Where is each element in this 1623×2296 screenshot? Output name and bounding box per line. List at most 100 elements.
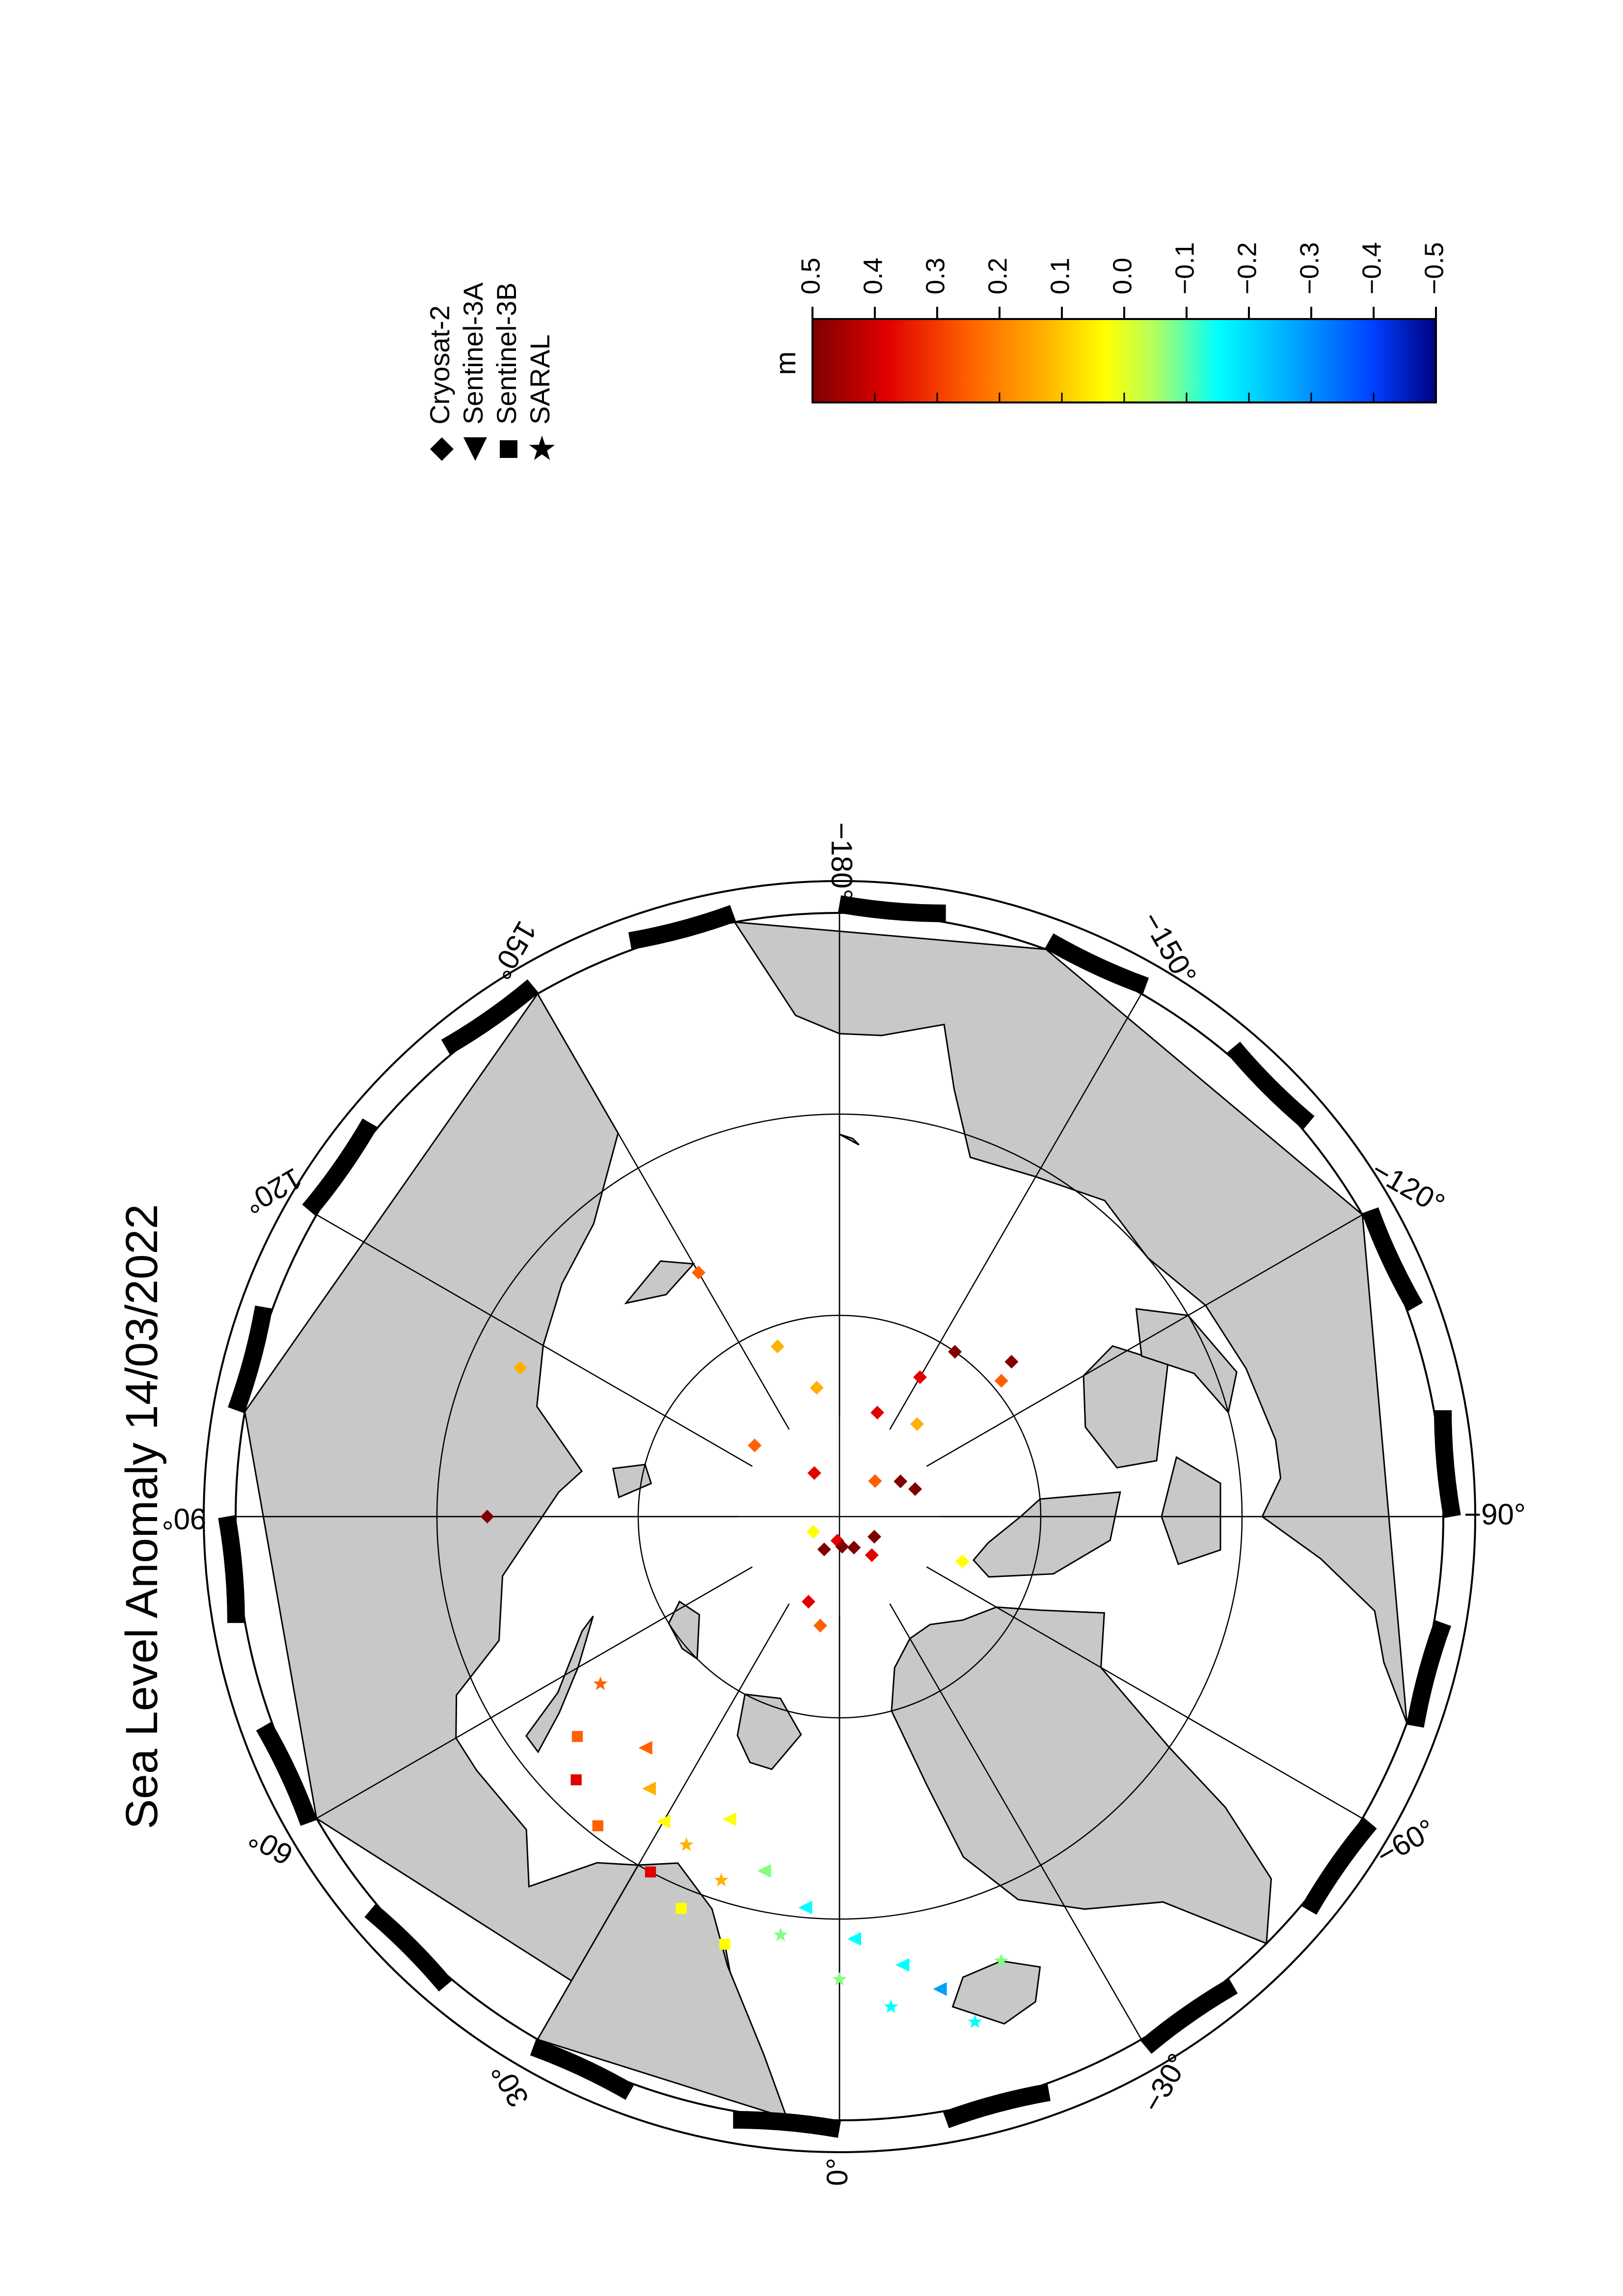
altimetry-points [480, 1265, 1019, 2029]
longitude-label: 0° [821, 2158, 854, 2186]
legend-symbol-diamond [430, 437, 454, 461]
sla-point-triangle [757, 1864, 771, 1878]
graticule [236, 913, 1443, 2120]
frame-segment [1044, 933, 1149, 995]
sla-point-diamond [748, 1439, 762, 1453]
legend-label: SARAL [524, 334, 555, 425]
sla-point-star [994, 1953, 1009, 1967]
sla-point-diamond [513, 1361, 527, 1375]
frame-segment [628, 905, 736, 950]
land-layer [244, 921, 1408, 2119]
sla-point-star [884, 1999, 898, 2013]
sla-point-star [832, 1972, 847, 1986]
legend-symbol-triangle [463, 437, 487, 461]
sla-point-triangle [642, 1782, 656, 1796]
colorbar-tick-label: 0.3 [920, 258, 950, 294]
legend-item: Sentinel-3A [458, 282, 488, 461]
frame-segment [256, 1721, 318, 1826]
frame-segment [218, 1515, 245, 1623]
legend-item: Cryosat-2 [424, 305, 455, 461]
sla-point-square [570, 1774, 582, 1786]
meridian-line [926, 1214, 1363, 1467]
land-polygon [1161, 1456, 1221, 1565]
colorbar-unit: m [770, 351, 802, 375]
sla-point-diamond [870, 1406, 885, 1420]
colorbar-tick-label: −0.2 [1232, 242, 1262, 294]
satellite-legend: Cryosat-2 Sentinel-3A Sentinel-3B SARAL [424, 282, 555, 461]
sla-point-diamond [913, 1370, 927, 1384]
sla-point-diamond [480, 1510, 494, 1523]
frame-segment [228, 1306, 272, 1414]
sla-point-diamond [835, 1540, 849, 1554]
frame-segment [1407, 1620, 1451, 1728]
sla-point-diamond [908, 1482, 922, 1496]
meridian-line [316, 1214, 753, 1467]
land-polygon [736, 1693, 802, 1770]
sla-point-triangle [933, 1982, 947, 1996]
sla-point-square [719, 1939, 730, 1950]
colorbar-tick-label: 0.5 [796, 258, 825, 294]
meridian-line [889, 1603, 1142, 2040]
sla-point-diamond [770, 1339, 784, 1354]
sla-point-star [773, 1927, 788, 1942]
sla-point-triangle [656, 1815, 671, 1829]
sla-point-triangle [722, 1812, 736, 1826]
longitude-label: 90° [162, 1502, 207, 1535]
longitude-label: −180° [825, 822, 858, 900]
frame-segment [1434, 1410, 1461, 1519]
legend-item: SARAL [524, 334, 555, 460]
sla-point-diamond [910, 1417, 924, 1431]
sla-point-square [676, 1903, 687, 1914]
land-polygon [525, 1615, 594, 1754]
land-polygon [839, 1133, 860, 1146]
colorbar-gradient [812, 318, 1437, 403]
sla-point-diamond [994, 1374, 1008, 1388]
frame-ticks [218, 895, 1461, 2138]
colorbar-tick-label: 0.2 [983, 258, 1012, 294]
sla-point-diamond [867, 1530, 882, 1544]
sla-point-diamond [955, 1554, 970, 1569]
sla-point-diamond [817, 1542, 831, 1556]
sla-point-triangle [895, 1958, 910, 1972]
frame-segment [364, 1903, 453, 1992]
frame-segment [1301, 1817, 1377, 1915]
colorbar-tick-label: 0.0 [1108, 258, 1137, 294]
colorbar-ticks: 0.5 0.4 0.3 0.2 0.1 0.0 −0.1 −0.2 −0.3 −0.4 −0.5 [796, 242, 1449, 402]
sla-point-diamond [1004, 1355, 1019, 1369]
polar-map: 90°60°30°0°−30°−60°−90°−120°−150°−180°15… [162, 822, 1526, 2186]
frame-segment [530, 2038, 635, 2100]
frame-segment [838, 895, 946, 922]
sla-point-square [571, 1731, 583, 1742]
land-polygon [973, 1491, 1121, 1578]
meridian-line [316, 1566, 753, 1819]
sla-point-triangle [638, 1741, 652, 1755]
sla-point-diamond [806, 1524, 820, 1539]
frame-segment [1226, 1041, 1315, 1130]
sla-point-square [645, 1866, 656, 1878]
sla-point-triangle [847, 1932, 862, 1946]
longitude-label: −90° [1464, 1498, 1526, 1531]
sla-point-diamond [865, 1548, 879, 1562]
colorbar-tick-label: −0.3 [1295, 242, 1324, 294]
legend-label: Cryosat-2 [424, 305, 455, 425]
frame-segment [441, 979, 539, 1055]
legend-symbol-star [529, 435, 555, 460]
frame-segment [302, 1118, 378, 1216]
meridian-line [537, 993, 790, 1430]
colorbar-tick-label: 0.1 [1045, 258, 1075, 294]
sla-point-diamond [868, 1474, 882, 1488]
colorbar: m 0.5 0.4 0.3 0.2 0.1 0.0 −0.1 −0.2 −0.3 −0.4 −0.5 [770, 242, 1449, 403]
sla-point-diamond [801, 1595, 815, 1609]
frame-segment [733, 2111, 841, 2138]
sla-point-diamond [813, 1619, 827, 1633]
legend-item: Sentinel-3B [491, 282, 522, 458]
sla-point-star [968, 2014, 982, 2029]
sla-point-diamond [847, 1541, 861, 1555]
colorbar-tick-label: 0.4 [858, 258, 888, 294]
sla-point-diamond [692, 1265, 705, 1280]
land-polygon [891, 1606, 1272, 1945]
legend-label: Sentinel-3A [458, 282, 488, 425]
sla-point-diamond [807, 1466, 821, 1480]
colorbar-tick-label: −0.5 [1419, 242, 1449, 294]
